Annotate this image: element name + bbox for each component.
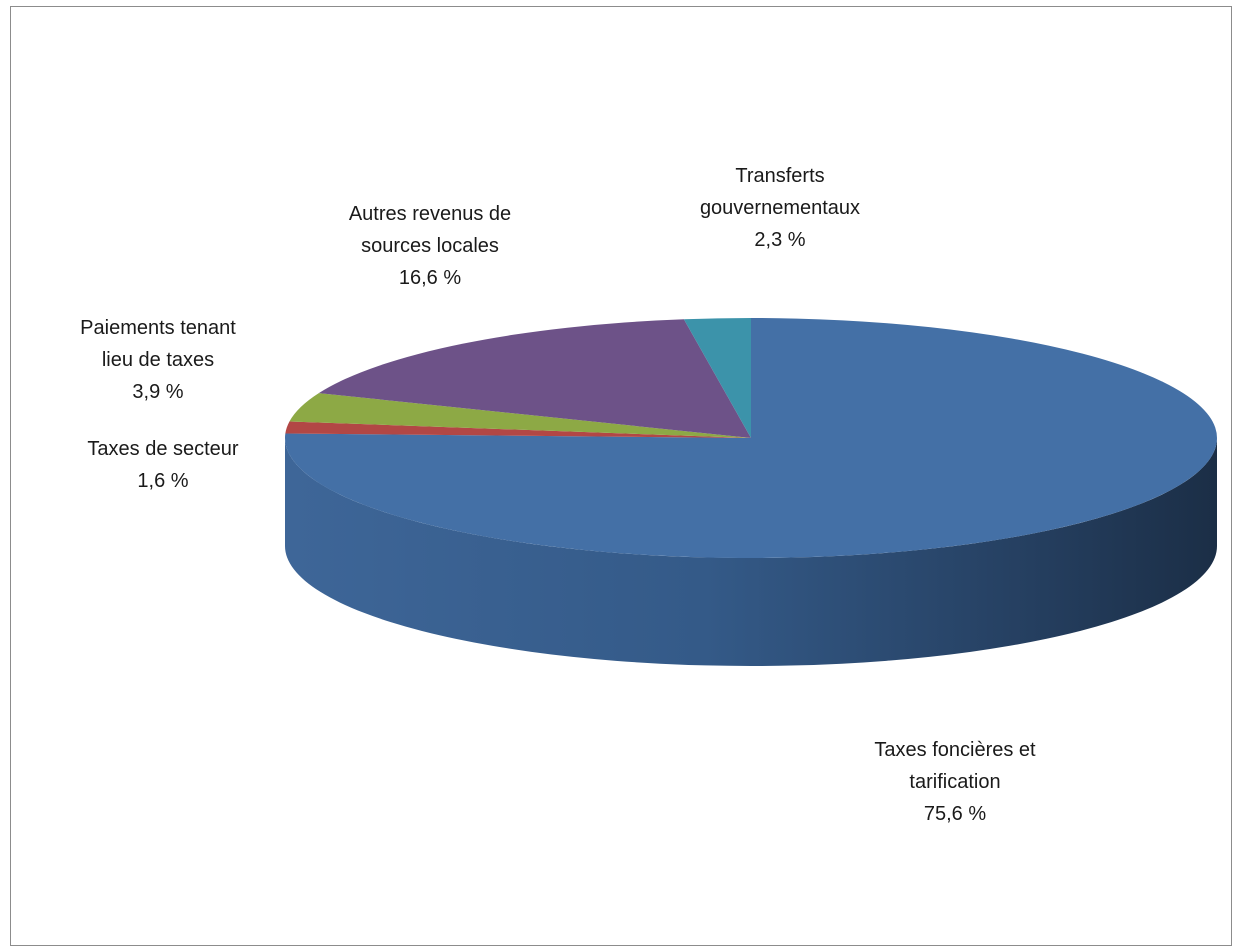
pie-side-wall: [285, 438, 1217, 666]
pie-top: [285, 318, 1218, 558]
label-transferts-value: 2,3 %: [754, 229, 806, 251]
label-autres-revenus-line2: sources locales: [361, 235, 499, 257]
label-taxes-secteur-value: 1,6 %: [137, 470, 189, 492]
label-taxes-foncieres: Taxes foncières et tarification 75,6 %: [820, 734, 1090, 830]
label-autres-revenus-value: 16,6 %: [398, 267, 462, 289]
label-taxes-secteur: Taxes de secteur 1,6 %: [53, 433, 273, 497]
label-taxes-foncieres-value: 75,6 %: [923, 803, 987, 825]
label-paiements-value: 3,9 %: [132, 381, 184, 403]
label-transferts-line1: Transferts: [735, 165, 825, 187]
label-taxes-secteur-line1: Taxes de secteur: [87, 438, 239, 460]
label-paiements-line2: lieu de taxes: [101, 349, 215, 371]
label-transferts-line2: gouvernementaux: [699, 197, 861, 219]
pie-wall: [285, 438, 1217, 666]
label-autres-revenus: Autres revenus de sources locales 16,6 %: [300, 198, 560, 294]
label-autres-revenus-line1: Autres revenus de: [348, 203, 512, 225]
label-paiements: Paiements tenant lieu de taxes 3,9 %: [38, 312, 278, 408]
label-transferts: Transferts gouvernementaux 2,3 %: [655, 160, 905, 256]
pie-slice-transferts: [683, 318, 751, 438]
label-taxes-foncieres-line1: Taxes foncières et: [874, 739, 1036, 761]
pie-slice-paiements: [289, 393, 751, 438]
label-paiements-line1: Paiements tenant: [80, 317, 236, 339]
label-taxes-foncieres-line2: tarification: [909, 771, 1001, 793]
pie-slice-taxes-secteur: [285, 421, 751, 438]
pie-slice-autres-revenus: [318, 319, 751, 438]
